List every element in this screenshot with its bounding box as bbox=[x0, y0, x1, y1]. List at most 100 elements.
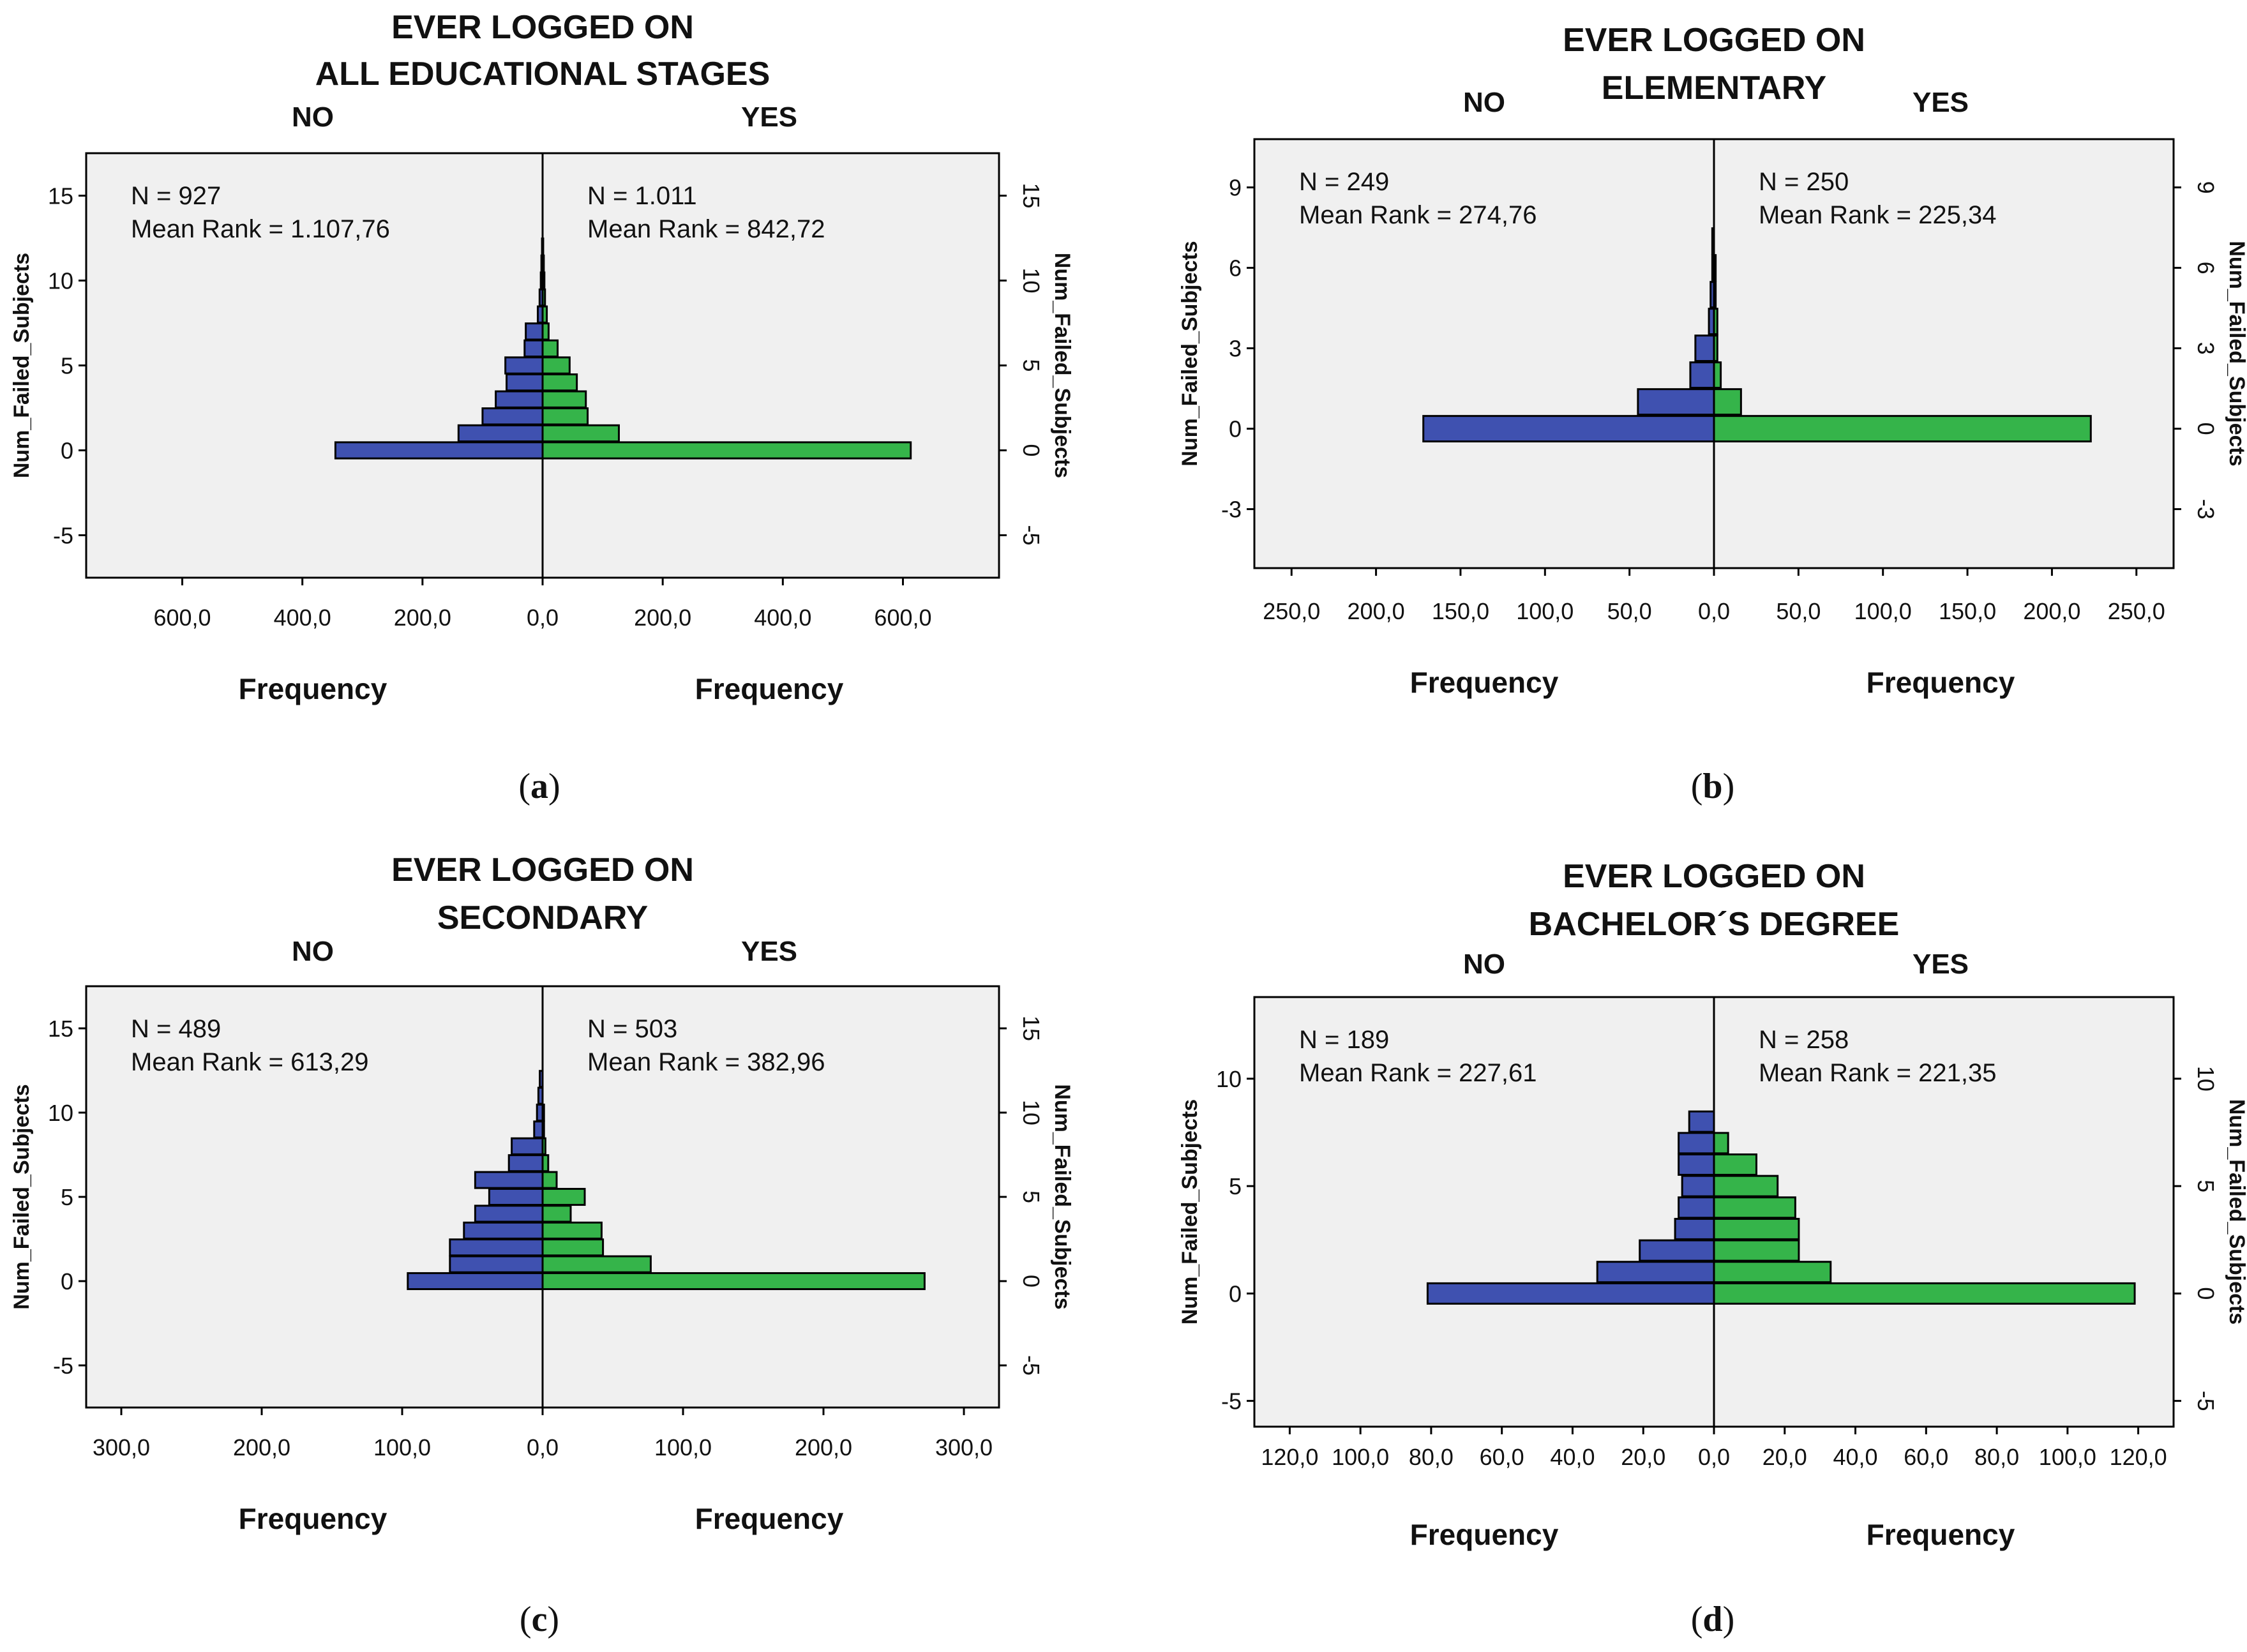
y-tick-label: -5 bbox=[53, 523, 73, 549]
x-tick-label: 40,0 bbox=[1833, 1444, 1877, 1470]
bar-yes-2 bbox=[1713, 1239, 1800, 1262]
x-tick-label: 600,0 bbox=[874, 604, 931, 631]
bar-no-9 bbox=[533, 1120, 544, 1139]
x-axis-label-left: Frequency bbox=[1410, 666, 1559, 699]
panel-caption: (b) bbox=[1691, 767, 1734, 806]
bar-no-3 bbox=[463, 1221, 544, 1240]
chart-title-line: SECONDARY bbox=[437, 899, 648, 936]
y-tick-label: -5 bbox=[1221, 1388, 1242, 1415]
x-tick-label: 0,0 bbox=[527, 1434, 559, 1461]
chart-title-line: EVER LOGGED ON bbox=[1563, 858, 1865, 895]
bar-yes-0 bbox=[1713, 415, 2092, 443]
y-axis-label-right: Num_Failed_Subjects bbox=[1050, 1084, 1074, 1309]
stat-mean-rank-yes: Mean Rank = 382,96 bbox=[587, 1048, 825, 1076]
y-axis-label-right: Num_Failed_Subjects bbox=[2225, 241, 2247, 466]
y-tick-label: 10 bbox=[48, 268, 73, 294]
group-label-no: NO bbox=[1463, 87, 1505, 118]
bar-yes-2 bbox=[1713, 361, 1722, 389]
y-tick-label: 0 bbox=[61, 438, 73, 464]
panel-caption: (c) bbox=[520, 1600, 559, 1639]
bar-no-6 bbox=[1678, 1153, 1715, 1176]
bar-no-2 bbox=[481, 407, 544, 426]
bar-no-5 bbox=[504, 356, 544, 375]
y-tick-label-right: 5 bbox=[2193, 1180, 2219, 1192]
bar-yes-5 bbox=[541, 356, 571, 375]
y-axis-label-left: Num_Failed_Subjects bbox=[10, 1084, 34, 1309]
y-axis-label-left: Num_Failed_Subjects bbox=[1178, 241, 1202, 466]
bar-no-3 bbox=[1674, 1217, 1715, 1240]
x-axis-label-right: Frequency bbox=[1867, 1518, 2015, 1551]
bar-no-4 bbox=[474, 1205, 544, 1223]
bar-yes-1 bbox=[541, 1255, 652, 1273]
stat-n-no: N = 927 bbox=[131, 182, 221, 210]
x-axis-label-left: Frequency bbox=[239, 1502, 387, 1535]
bar-no-0 bbox=[1422, 415, 1715, 443]
group-label-no: NO bbox=[292, 936, 334, 967]
y-tick-label-right: 10 bbox=[1018, 1100, 1044, 1125]
bar-yes-1 bbox=[1713, 1261, 1832, 1284]
bar-yes-2 bbox=[541, 407, 589, 426]
bar-yes-2 bbox=[541, 1238, 605, 1257]
stat-mean-rank-no: Mean Rank = 1.107,76 bbox=[131, 215, 390, 243]
stat-mean-rank-yes: Mean Rank = 842,72 bbox=[587, 215, 825, 243]
x-tick-label: 60,0 bbox=[1904, 1444, 1948, 1470]
chart-title-line: ALL EDUCATIONAL STAGES bbox=[315, 56, 770, 93]
chart-title-line: EVER LOGGED ON bbox=[391, 852, 694, 889]
stat-n-yes: N = 258 bbox=[1759, 1026, 1849, 1054]
bar-yes-5 bbox=[1713, 1175, 1779, 1198]
y-tick-label-right: 0 bbox=[2193, 1287, 2219, 1300]
x-tick-label: 200,0 bbox=[2023, 598, 2080, 624]
y-tick-label: 15 bbox=[48, 183, 73, 209]
stat-mean-rank-yes: Mean Rank = 225,34 bbox=[1759, 201, 1996, 229]
x-tick-label: 200,0 bbox=[233, 1434, 290, 1461]
bar-no-1 bbox=[1596, 1261, 1715, 1284]
bar-yes-0 bbox=[541, 441, 912, 460]
x-tick-label: 200,0 bbox=[1348, 598, 1405, 624]
x-tick-label: 150,0 bbox=[1432, 598, 1489, 624]
stat-n-no: N = 489 bbox=[131, 1015, 221, 1043]
stat-mean-rank-no: Mean Rank = 274,76 bbox=[1299, 201, 1537, 229]
y-tick-label-right: 0 bbox=[1018, 1275, 1044, 1288]
stat-n-yes: N = 250 bbox=[1759, 168, 1849, 196]
group-label-yes: YES bbox=[1913, 87, 1969, 118]
x-axis-label-left: Frequency bbox=[239, 672, 387, 705]
panel-a: EVER LOGGED ON ALL EDUCATIONAL STAGES NO YE… bbox=[10, 9, 1074, 806]
y-tick-label: 0 bbox=[61, 1268, 73, 1295]
x-axis-label-right: Frequency bbox=[695, 672, 844, 705]
group-label-yes: YES bbox=[741, 101, 797, 133]
y-tick-label-right: -5 bbox=[2193, 1391, 2219, 1411]
bar-yes-6 bbox=[1713, 1153, 1757, 1176]
bar-no-6 bbox=[523, 339, 544, 358]
panel-b: EVER LOGGED ON ELEMENTARY NO YES 9 9 6 6 3 3 0 0 -3 -… bbox=[1178, 22, 2247, 806]
y-tick-label-right: 15 bbox=[1018, 1016, 1044, 1041]
panel-caption: (a) bbox=[518, 767, 560, 806]
y-tick-label: 9 bbox=[1229, 175, 1242, 201]
x-tick-label: 100,0 bbox=[373, 1434, 431, 1461]
x-tick-label: 250,0 bbox=[1263, 598, 1320, 624]
x-tick-label: 300,0 bbox=[93, 1434, 150, 1461]
x-tick-label: 250,0 bbox=[2108, 598, 2165, 624]
bar-no-5 bbox=[488, 1187, 544, 1206]
y-tick-label-right: 3 bbox=[2193, 342, 2219, 355]
bar-no-6 bbox=[474, 1171, 544, 1189]
x-axis-label-right: Frequency bbox=[695, 1502, 844, 1535]
x-tick-label: 0,0 bbox=[1698, 598, 1730, 624]
y-tick-label: -5 bbox=[53, 1353, 73, 1379]
bar-yes-1 bbox=[1713, 388, 1742, 416]
bar-no-0 bbox=[1426, 1282, 1715, 1305]
bar-yes-0 bbox=[541, 1272, 926, 1291]
x-tick-label: 600,0 bbox=[153, 604, 211, 631]
x-axis-label-left: Frequency bbox=[1410, 1518, 1559, 1551]
bar-no-3 bbox=[1694, 334, 1715, 363]
y-axis-label-left: Num_Failed_Subjects bbox=[1178, 1099, 1202, 1325]
bar-no-7 bbox=[1678, 1132, 1715, 1155]
y-tick-label-right: -3 bbox=[2193, 499, 2219, 520]
y-tick-label-right: 0 bbox=[2193, 423, 2219, 435]
y-tick-label-right: 15 bbox=[1018, 183, 1044, 208]
y-axis-label-right: Num_Failed_Subjects bbox=[1050, 253, 1074, 478]
y-tick-label-right: 6 bbox=[2193, 262, 2219, 274]
y-tick-label-right: 10 bbox=[2193, 1066, 2219, 1092]
y-tick-label: 3 bbox=[1229, 336, 1242, 362]
x-tick-label: 100,0 bbox=[1854, 598, 1912, 624]
bar-no-5 bbox=[1681, 1175, 1715, 1198]
